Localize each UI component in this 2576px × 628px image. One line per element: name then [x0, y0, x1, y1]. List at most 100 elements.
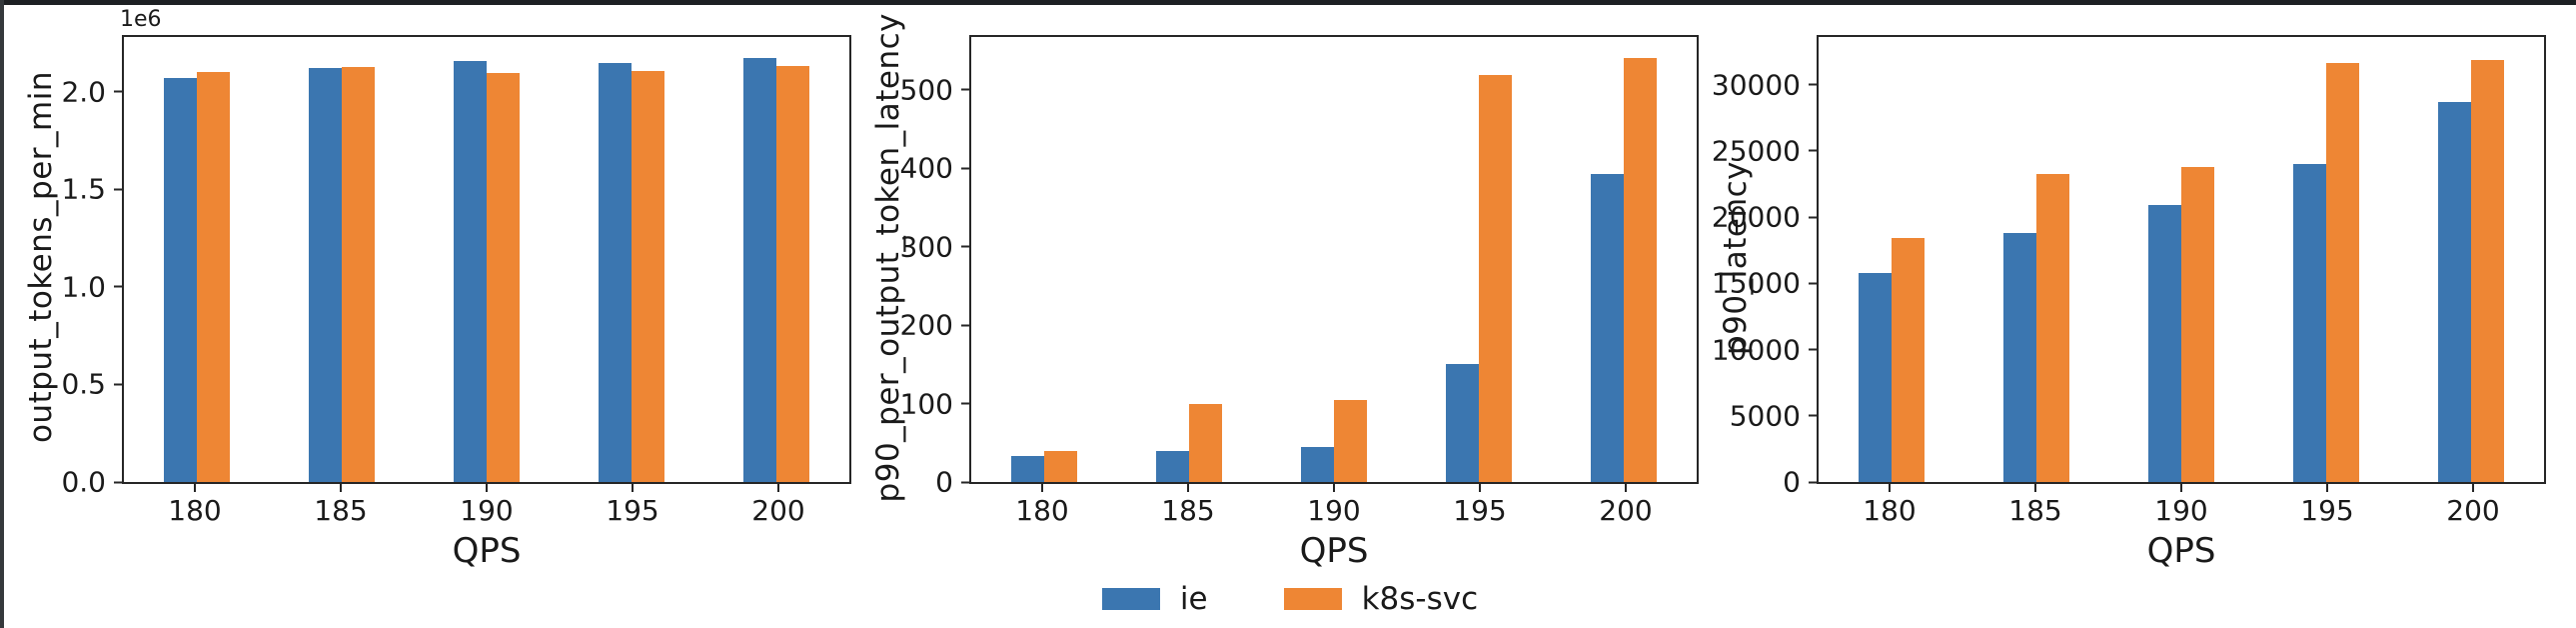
bar-ie-190	[1301, 447, 1334, 482]
bar-group-200	[2399, 37, 2544, 482]
y-tick-mark	[961, 167, 971, 170]
y-tick: 20000	[1712, 201, 1819, 234]
x-tick-mark	[2326, 484, 2328, 492]
y-tick-mark	[1809, 481, 1819, 483]
bar-ie-190	[2148, 205, 2181, 482]
y-axis-label: output_tokens_per_min	[23, 71, 59, 444]
x-tick-mark	[2180, 484, 2182, 492]
y-tick-label: 0.0	[61, 465, 106, 499]
y-tick-mark	[961, 88, 971, 91]
bar-ie-195	[2293, 164, 2327, 482]
x-tick-mark-cell	[1115, 484, 1261, 492]
legend-swatch-ie	[1101, 588, 1160, 610]
bar-k8s-svc-180	[196, 72, 230, 482]
y-tick: 0	[935, 466, 971, 499]
legend: ie k8s-svc	[4, 581, 2576, 617]
bar-group-195	[1407, 37, 1552, 482]
x-axis-label: QPS	[452, 531, 522, 571]
bar-k8s-svc-195	[632, 71, 665, 482]
plot-area: 1e6 0.0 0.5 1.0 1.5 2.0	[61, 7, 851, 499]
plot-area: 0 5000 10000 15000 20000 25000 30000	[1712, 35, 2546, 499]
y-tick: 400	[900, 152, 971, 185]
y-tick: 25000	[1712, 134, 1819, 167]
x-tick-mark-cell	[560, 484, 705, 492]
bar-group-200	[704, 37, 849, 482]
y-tick-mark	[1809, 282, 1819, 285]
y-tick-mark	[961, 324, 971, 327]
y-axis-label: p90_latency	[1718, 160, 1754, 355]
bar-group-195	[560, 37, 704, 482]
bar-ie-195	[1446, 363, 1480, 482]
y-tick-mark	[961, 481, 971, 483]
legend-item-ie: ie	[1101, 581, 1208, 617]
bar-group-195	[2254, 37, 2399, 482]
y-tick: 15000	[1712, 267, 1819, 300]
x-tick-mark-cell	[2254, 484, 2400, 492]
bar-k8s-svc-185	[2035, 174, 2069, 482]
bar-ie-180	[1858, 272, 1892, 482]
x-tick-label: 190	[460, 494, 514, 527]
x-tick-mark-cell	[268, 484, 414, 492]
y-tick: 200	[900, 309, 971, 342]
bar-ie-180	[1010, 456, 1044, 482]
y-tick-mark	[114, 90, 124, 93]
bar-group-200	[1552, 37, 1697, 482]
bar-k8s-svc-190	[487, 73, 520, 482]
chart-panel-p90-latency: p90_latency 0 5000 10000 15000 20000 25000 300…	[1712, 35, 2560, 571]
y-tick-mark	[1809, 83, 1819, 86]
y-tick-mark	[114, 383, 124, 386]
figure: output_tokens_per_min 1e6 0.0 0.5 1.0 1.5 2.…	[4, 5, 2576, 617]
x-tick-mark	[1041, 484, 1043, 492]
axis-offset-label: 1e6	[120, 7, 162, 32]
chart-panels-row: output_tokens_per_min 1e6 0.0 0.5 1.0 1.5 2.…	[4, 5, 2576, 571]
bar-ie-195	[599, 63, 633, 482]
x-tick-mark-cell	[414, 484, 560, 492]
bar-k8s-svc-185	[1188, 403, 1222, 482]
y-tick-label: 500	[899, 73, 953, 107]
y-tick-label: 30000	[1711, 68, 1801, 102]
bar-k8s-svc-200	[1624, 58, 1658, 482]
x-tick-mark-cell	[969, 484, 1115, 492]
y-tick-label: 0	[935, 465, 953, 499]
y-tick: 1.5	[61, 173, 124, 206]
y-tick-mark	[1809, 348, 1819, 351]
bar-group-185	[1116, 37, 1261, 482]
x-tick-mark	[2472, 484, 2474, 492]
bar-k8s-svc-180	[1891, 238, 1925, 482]
x-tick-mark	[777, 484, 779, 492]
y-tick-mark	[114, 481, 124, 483]
x-tick-label: 180	[1015, 494, 1069, 527]
y-tick-label: 0.5	[61, 367, 106, 401]
x-tick-mark-cell	[122, 484, 268, 492]
y-tick-label: 10000	[1711, 333, 1801, 367]
y-tick-label: 0	[1783, 465, 1801, 499]
legend-item-k8s-svc: k8s-svc	[1283, 581, 1478, 617]
x-tick-mark-cell	[1817, 484, 1962, 492]
y-tick-mark	[1809, 216, 1819, 219]
bar-group-190	[1261, 37, 1406, 482]
x-tick-label: 180	[1863, 494, 1917, 527]
y-tick: 0.5	[61, 368, 124, 401]
y-tick: 0	[1783, 466, 1819, 499]
y-tick-label: 1.0	[61, 270, 106, 304]
x-tick-marks	[1817, 484, 2546, 492]
x-tick-label: 185	[1161, 494, 1215, 527]
x-tick-label: 185	[314, 494, 368, 527]
bar-k8s-svc-195	[2326, 62, 2360, 482]
y-tick-label: 15000	[1711, 266, 1801, 300]
x-tick-mark	[2034, 484, 2036, 492]
y-tick: 2.0	[61, 75, 124, 108]
x-axis-label: QPS	[1299, 531, 1369, 571]
y-tick-label: 2.0	[61, 75, 106, 109]
bar-ie-180	[163, 78, 197, 482]
x-tick-mark-cell	[1962, 484, 2108, 492]
plot-column: 0 5000 10000 15000 20000 25000 30000 180 185 190…	[1712, 35, 2546, 571]
y-tick-label: 25000	[1711, 134, 1801, 168]
bar-ie-185	[2002, 233, 2036, 482]
x-tick-mark-cell	[2108, 484, 2254, 492]
x-tick-marks	[122, 484, 851, 492]
bar-ie-185	[308, 68, 342, 482]
bar-group-180	[971, 37, 1116, 482]
bars-layer	[124, 37, 849, 482]
x-tick-labels: 180 185 190 195 200	[969, 492, 1699, 527]
